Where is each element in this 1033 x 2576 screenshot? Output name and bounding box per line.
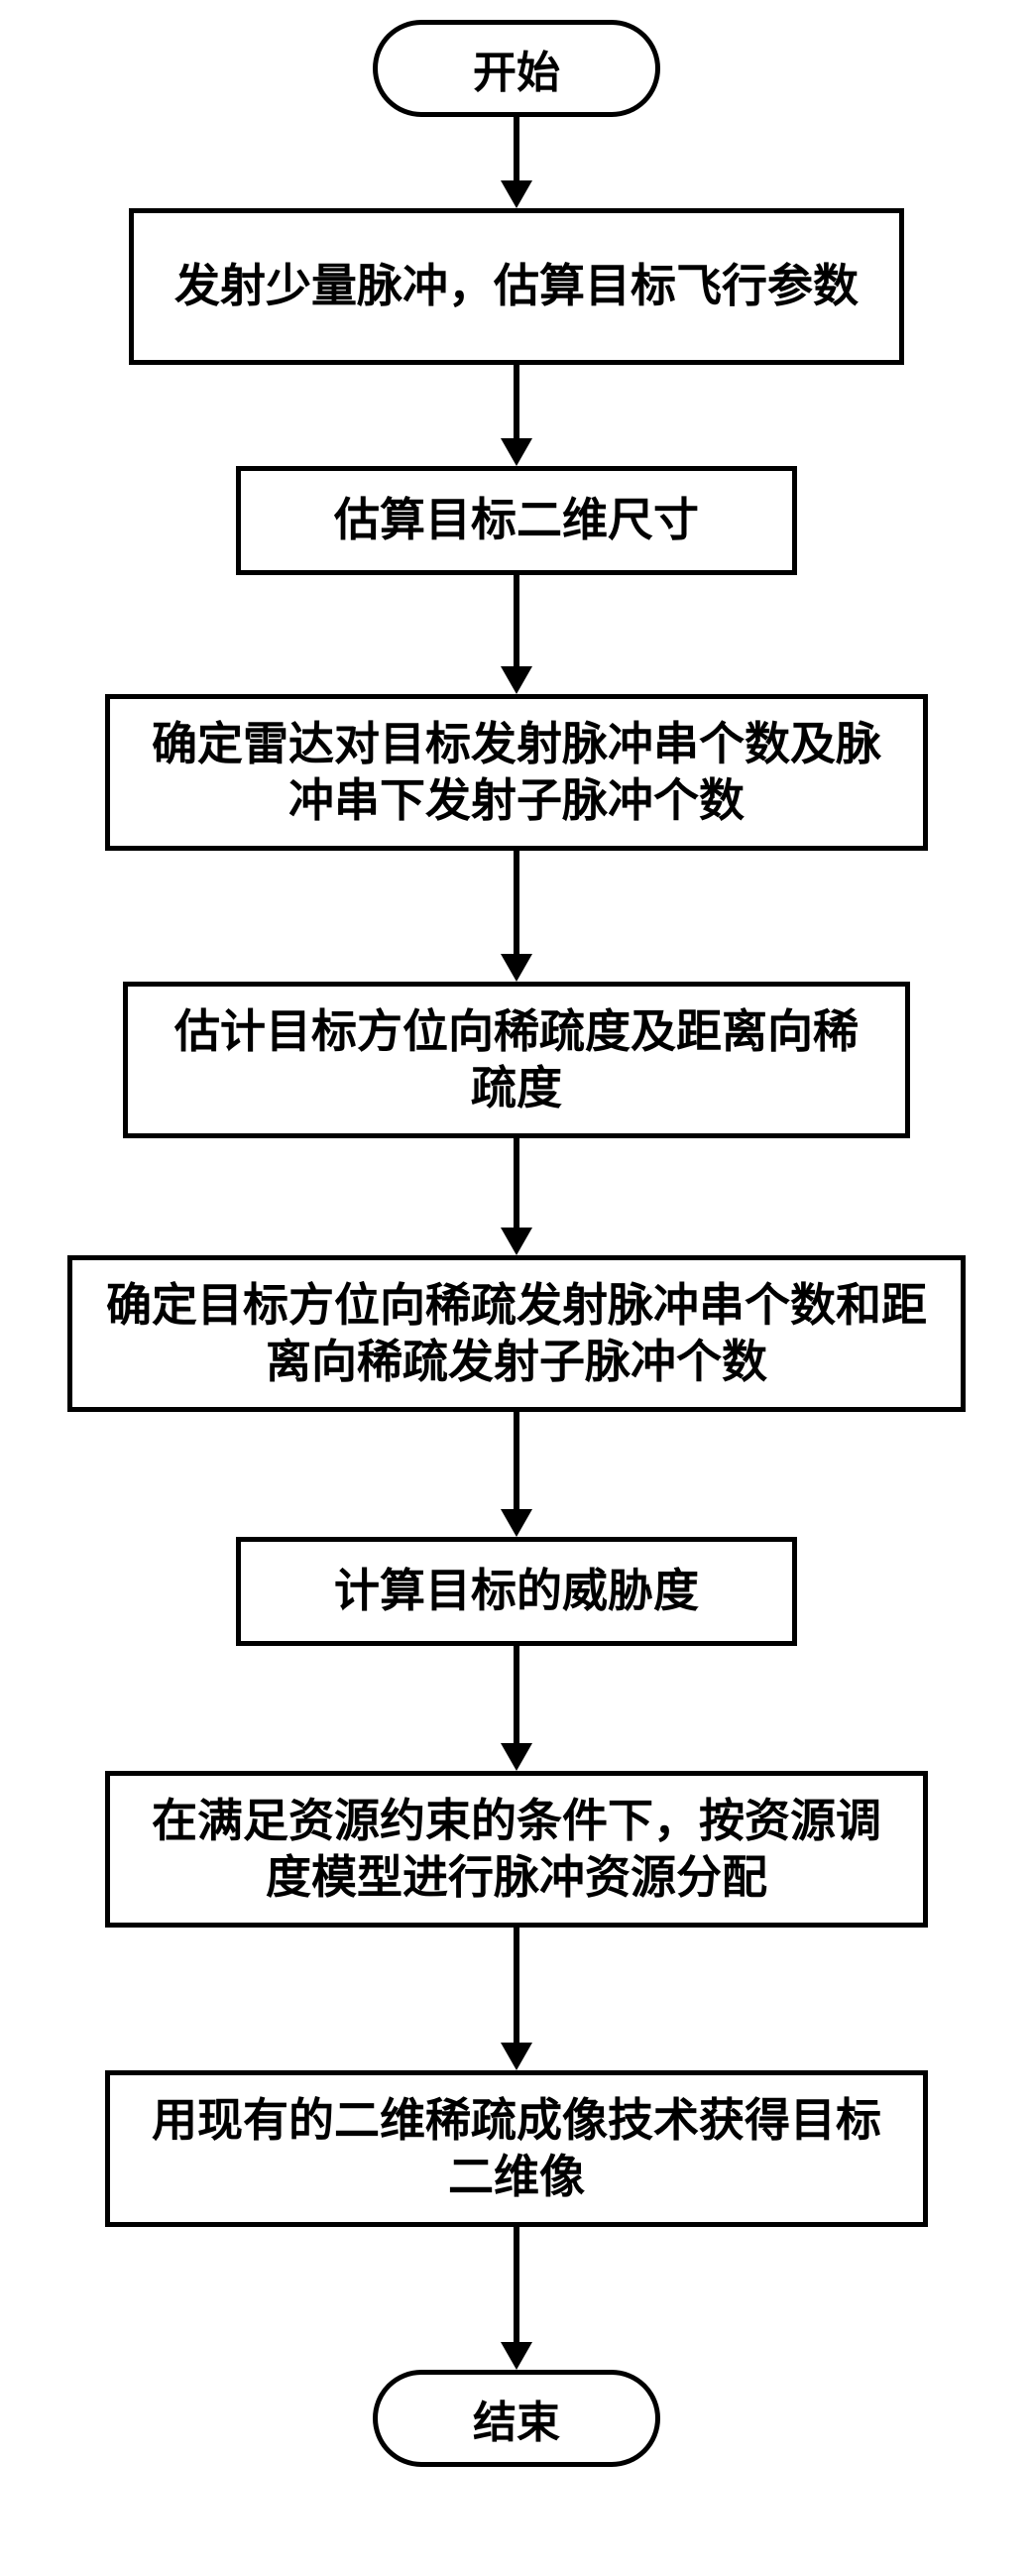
arrow-head-step5-step6	[501, 1509, 532, 1537]
arrow-line-step1-step2	[514, 365, 519, 438]
flowchart-canvas: 开始发射少量脉冲，估算目标飞行参数估算目标二维尺寸确定雷达对目标发射脉冲串个数及…	[0, 0, 1033, 2576]
arrow-line-step5-step6	[514, 1412, 519, 1509]
arrow-line-start-step1	[514, 117, 519, 180]
node-step7: 在满足资源约束的条件下，按资源调度模型进行脉冲资源分配	[105, 1771, 928, 1928]
arrow-line-step6-step7	[514, 1646, 519, 1743]
arrow-line-step2-step3	[514, 575, 519, 666]
arrow-line-step3-step4	[514, 851, 519, 954]
arrow-head-step1-step2	[501, 438, 532, 466]
arrow-head-step8-end	[501, 2342, 532, 2370]
node-step2: 估算目标二维尺寸	[236, 466, 797, 575]
arrow-head-step6-step7	[501, 1743, 532, 1771]
arrow-head-start-step1	[501, 180, 532, 208]
arrow-head-step3-step4	[501, 954, 532, 982]
node-step5: 确定目标方位向稀疏发射脉冲串个数和距离向稀疏发射子脉冲个数	[67, 1255, 966, 1412]
arrow-line-step7-step8	[514, 1928, 519, 2043]
arrow-line-step8-end	[514, 2227, 519, 2342]
node-step6: 计算目标的威胁度	[236, 1537, 797, 1646]
arrow-line-step4-step5	[514, 1138, 519, 1228]
node-step4: 估计目标方位向稀疏度及距离向稀疏度	[123, 982, 910, 1138]
arrow-head-step2-step3	[501, 666, 532, 694]
arrow-head-step7-step8	[501, 2043, 532, 2070]
node-step8: 用现有的二维稀疏成像技术获得目标二维像	[105, 2070, 928, 2227]
node-start: 开始	[373, 20, 660, 117]
node-step3: 确定雷达对目标发射脉冲串个数及脉冲串下发射子脉冲个数	[105, 694, 928, 851]
node-step1: 发射少量脉冲，估算目标飞行参数	[129, 208, 904, 365]
arrow-head-step4-step5	[501, 1228, 532, 1255]
node-end: 结束	[373, 2370, 660, 2467]
